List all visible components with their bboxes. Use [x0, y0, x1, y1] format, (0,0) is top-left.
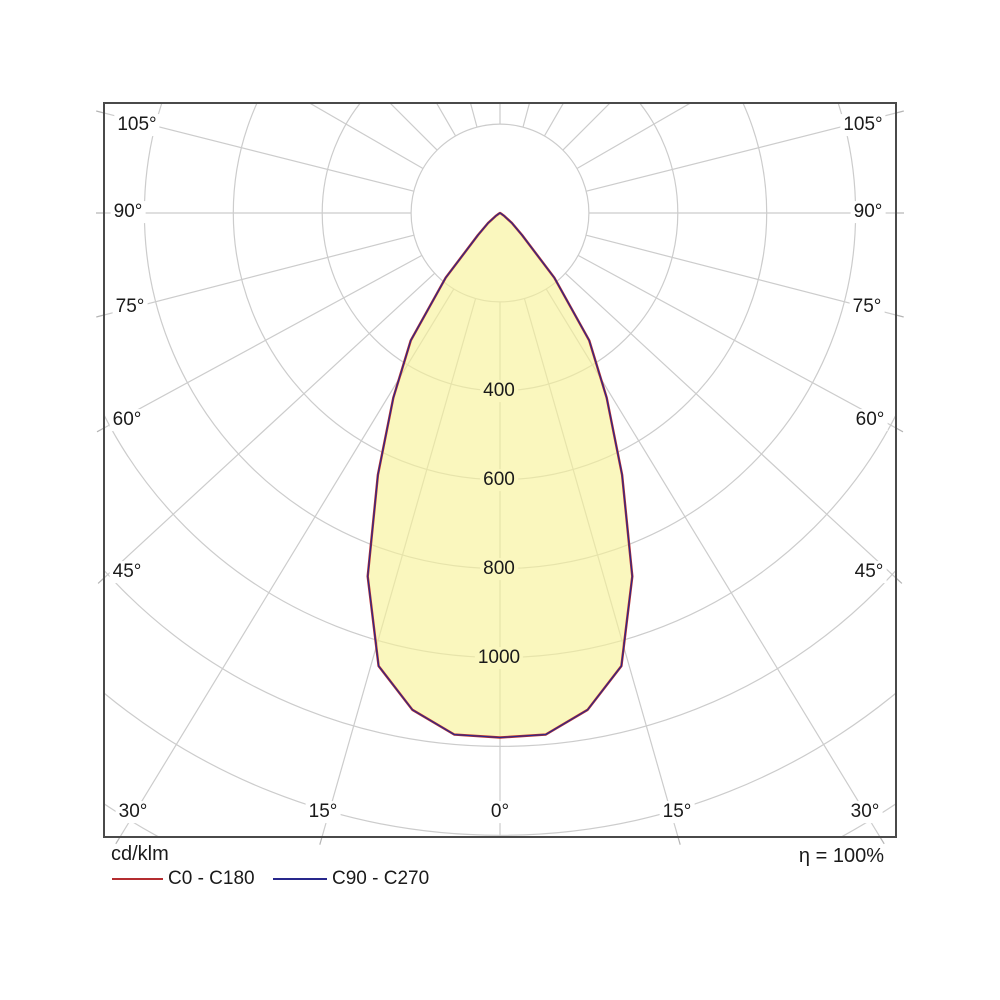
angle-tick: [115, 836, 121, 845]
angle-ray: [104, 234, 415, 316]
angle-ray: [104, 272, 436, 579]
angle-label-L75: 75°: [112, 296, 148, 318]
angle-tick: [895, 427, 904, 433]
angle-label-B0: 0°: [487, 801, 513, 823]
angle-tick: [319, 836, 323, 845]
angle-ray: [104, 254, 423, 429]
angle-label-L45: 45°: [109, 561, 145, 583]
angle-tick: [677, 836, 681, 845]
angle-label-B15L: 15°: [305, 801, 341, 823]
unit-label: cd/klm: [111, 843, 169, 865]
angle-label-R90: 90°: [850, 201, 886, 223]
angle-ray: [522, 103, 531, 128]
angle-ray: [469, 103, 478, 128]
angle-label-B15R: 15°: [659, 801, 695, 823]
angle-ray: [577, 254, 896, 429]
angle-label-R30: 30°: [847, 801, 883, 823]
ring-label-400: 400: [480, 380, 518, 402]
angle-ray: [309, 103, 424, 170]
angle-tick: [96, 110, 105, 114]
angle-tick: [879, 836, 885, 845]
ring-label-800: 800: [480, 558, 518, 580]
legend-label-c90: C90 - C270: [332, 868, 430, 889]
angle-label-L30: 30°: [115, 801, 151, 823]
ring-label-1000: 1000: [474, 647, 524, 669]
efficiency-label: η = 100%: [798, 845, 884, 867]
angle-tick: [96, 427, 105, 433]
angle-ray: [435, 103, 457, 137]
angle-label-R60: 60°: [852, 409, 888, 431]
angle-label-L90: 90°: [110, 201, 146, 223]
angle-tick: [895, 110, 904, 114]
angle-label-L60: 60°: [109, 409, 145, 431]
chart-frame: [103, 102, 897, 838]
angle-ray: [564, 272, 896, 579]
angle-label-R105: 105°: [840, 114, 886, 136]
legend-label-c0: C0 - C180: [168, 868, 255, 889]
legend-line-c90: [273, 878, 327, 880]
angle-ray: [543, 103, 565, 137]
angle-tick: [895, 314, 904, 318]
curve-c90-c270: [367, 212, 633, 739]
angle-label-L105: 105°: [114, 114, 160, 136]
angle-label-R45: 45°: [851, 561, 887, 583]
angle-tick: [96, 314, 105, 318]
legend-line-c0: [112, 878, 163, 880]
angle-ray: [585, 234, 896, 316]
angle-ray: [389, 103, 438, 151]
angle-ray: [576, 103, 691, 170]
angle-label-R75: 75°: [849, 296, 885, 318]
ring-label-600: 600: [480, 469, 518, 491]
angle-ray: [562, 103, 611, 151]
